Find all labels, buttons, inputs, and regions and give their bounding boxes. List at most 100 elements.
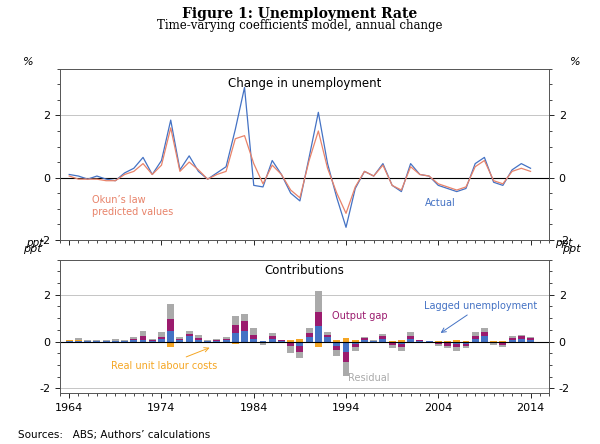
Text: Change in unemployment: Change in unemployment — [228, 77, 381, 91]
Bar — [167, 319, 174, 331]
Bar — [463, 341, 469, 344]
Bar — [305, 337, 313, 341]
Bar — [435, 344, 442, 346]
Bar — [130, 337, 137, 339]
Bar — [269, 337, 275, 339]
Bar — [75, 341, 82, 342]
Bar — [499, 345, 506, 347]
Bar — [481, 337, 488, 341]
Bar — [453, 341, 460, 345]
Bar — [379, 339, 386, 341]
Bar — [407, 332, 414, 336]
Bar — [453, 347, 460, 351]
Bar — [287, 346, 294, 353]
Bar — [481, 328, 488, 332]
Bar — [130, 341, 137, 342]
Bar — [260, 343, 266, 345]
Bar — [269, 333, 275, 337]
Bar — [296, 339, 304, 341]
Bar — [75, 338, 82, 340]
Bar — [140, 341, 146, 343]
Bar — [287, 341, 294, 343]
Bar — [472, 336, 479, 339]
Bar — [241, 321, 248, 331]
Bar — [223, 337, 230, 339]
Bar — [509, 340, 515, 341]
Text: ppt: ppt — [555, 238, 572, 248]
Bar — [149, 339, 156, 340]
Bar — [463, 344, 469, 346]
Bar — [223, 340, 230, 341]
Bar — [334, 350, 340, 356]
Bar — [334, 346, 340, 350]
Bar — [398, 345, 405, 347]
Bar — [195, 341, 202, 342]
Bar — [527, 340, 534, 341]
Bar — [140, 331, 146, 336]
Bar — [94, 341, 100, 342]
Bar — [324, 337, 331, 341]
Bar — [287, 343, 294, 346]
Bar — [334, 340, 340, 341]
Bar — [121, 340, 128, 341]
Bar — [158, 339, 165, 341]
Bar — [158, 337, 165, 339]
Bar — [453, 345, 460, 347]
Bar — [241, 314, 248, 321]
Bar — [509, 336, 515, 338]
Text: ppt: ppt — [562, 244, 581, 254]
Bar — [343, 341, 349, 352]
Text: Lagged unemployment: Lagged unemployment — [424, 301, 538, 333]
Bar — [278, 340, 285, 341]
Bar — [352, 340, 359, 341]
Bar — [140, 336, 146, 340]
Bar — [140, 340, 146, 341]
Bar — [241, 331, 248, 341]
Bar — [444, 343, 451, 346]
Bar — [324, 335, 331, 337]
Bar — [94, 340, 100, 341]
Bar — [195, 340, 202, 341]
Bar — [214, 340, 220, 341]
Text: Okun’s law
predicted values: Okun’s law predicted values — [92, 194, 173, 217]
Bar — [223, 341, 230, 342]
Bar — [518, 341, 525, 342]
Bar — [518, 337, 525, 339]
Text: Sources:   ABS; Authors’ calculations: Sources: ABS; Authors’ calculations — [18, 429, 210, 440]
Bar — [379, 334, 386, 337]
Bar — [305, 333, 313, 337]
Bar — [509, 338, 515, 340]
Bar — [167, 304, 174, 319]
Text: ppt: ppt — [23, 244, 42, 254]
Bar — [250, 334, 257, 339]
Bar — [167, 331, 174, 341]
Bar — [250, 341, 257, 343]
Bar — [444, 346, 451, 348]
Bar — [296, 341, 304, 346]
Text: Actual: Actual — [424, 198, 455, 208]
Bar — [158, 333, 165, 337]
Bar — [103, 340, 110, 341]
Bar — [305, 341, 313, 343]
Bar — [472, 339, 479, 341]
Bar — [463, 346, 469, 348]
Bar — [352, 341, 359, 344]
Bar — [499, 341, 506, 343]
Bar — [352, 347, 359, 351]
Bar — [241, 341, 248, 343]
Bar — [204, 341, 211, 342]
Bar — [518, 339, 525, 341]
Bar — [490, 342, 497, 343]
Bar — [343, 362, 349, 376]
Bar — [232, 341, 239, 345]
Bar — [315, 291, 322, 312]
Bar — [315, 341, 322, 347]
Bar — [315, 326, 322, 341]
Bar — [167, 341, 174, 347]
Text: Time-varying coefficients model, annual change: Time-varying coefficients model, annual … — [157, 19, 443, 32]
Bar — [379, 337, 386, 339]
Bar — [472, 341, 479, 342]
Text: Real unit labour costs: Real unit labour costs — [111, 348, 217, 371]
Bar — [296, 346, 304, 352]
Bar — [398, 347, 405, 351]
